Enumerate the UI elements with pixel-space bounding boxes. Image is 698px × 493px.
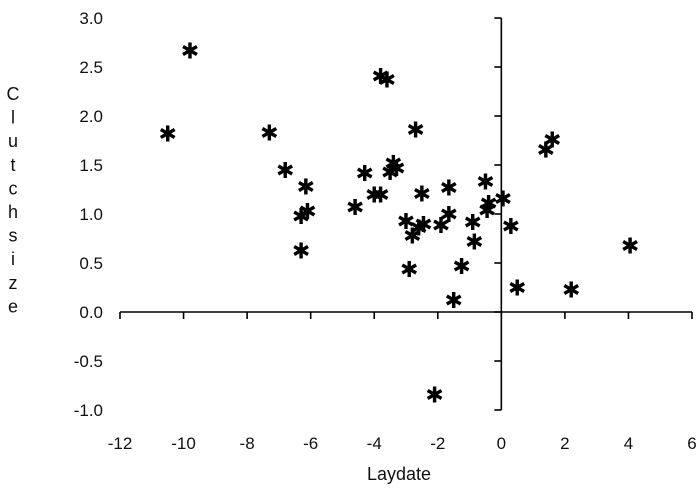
data-point: ✱ [346,196,364,221]
y-tick-label: 2.5 [79,58,103,77]
data-point: ✱ [260,122,278,147]
data-point: ✱ [297,176,315,201]
x-tick-label: -2 [430,434,445,453]
data-point: ✱ [465,230,483,255]
y-tick-label: 1.0 [79,205,103,224]
y-axis-title-letter: l [11,108,15,128]
y-axis-title-letter: C [7,84,20,104]
y-axis-title-letter: c [9,178,18,198]
data-point: ✱ [355,162,373,187]
data-point: ✱ [464,211,482,236]
data-point: ✱ [298,200,316,225]
data-point: ✱ [476,171,494,196]
y-tick-label: 1.5 [79,156,103,175]
data-point: ✱ [494,187,512,212]
data-point: ✱ [381,161,399,186]
data-point: ✱ [440,177,458,202]
data-point: ✱ [413,182,431,207]
data-point: ✱ [440,203,458,228]
data-point: ✱ [452,255,470,280]
data-point: ✱ [502,215,520,240]
data-point: ✱ [292,205,310,230]
data-point: ✱ [425,383,443,408]
y-tick-label: 3.0 [79,9,103,28]
x-axis-title: Laydate [367,464,431,484]
data-point: ✱ [387,157,405,182]
data-point: ✱ [397,210,415,235]
data-point: ✱ [292,239,310,264]
y-axis-title-letter: h [8,202,18,222]
data-point: ✱ [444,289,462,314]
y-tick-label: 2.0 [79,107,103,126]
y-tick-label: -0.5 [74,352,103,371]
y-axis-title-letter: z [9,273,18,293]
data-point: ✱ [414,213,432,238]
data-point: ✱ [371,65,389,90]
data-point: ✱ [562,278,580,303]
y-tick-label: -1.0 [74,401,103,420]
x-tick-label: -10 [171,434,196,453]
x-tick-label: -4 [367,434,382,453]
data-point: ✱ [406,119,424,144]
data-point: ✱ [158,123,176,148]
y-tick-label: 0.0 [79,303,103,322]
y-axis-title-letter: e [8,296,18,316]
data-point: ✱ [384,152,402,177]
y-axis-title-letter: u [8,131,18,151]
data-point: ✱ [276,159,294,184]
y-axis-title-letter: t [10,155,15,175]
y-axis-title-letter: s [9,226,18,246]
data-point: ✱ [378,69,396,94]
data-point: ✱ [508,277,526,302]
data-point: ✱ [478,199,496,224]
data-point: ✱ [621,234,639,259]
data-point: ✱ [181,39,199,64]
y-axis-title-letter: i [11,249,15,269]
x-axis: -12 -10 -8 -6 -4 -2 0 2 4 6 [108,311,697,453]
x-tick-label: -12 [108,434,133,453]
x-tick-label: 0 [497,434,506,453]
data-point: ✱ [400,258,418,283]
data-points: ✱✱✱✱✱✱✱✱ ✱✱✱✱✱✱✱✱✱✱✱✱✱✱✱✱✱✱✱✱✱✱✱✱✱✱✱✱✱✱✱✱… [158,39,639,408]
x-tick-label: 4 [624,434,633,453]
data-point: ✱ [432,214,450,239]
data-point: ✱ [365,183,383,208]
data-point: ✱ [537,138,555,163]
data-point: ✱ [409,217,427,242]
data-point: ✱ [403,225,421,250]
x-tick-label: -6 [303,434,318,453]
x-tick-label: 2 [560,434,569,453]
data-point: ✱ [543,129,561,154]
data-point: ✱ [479,192,497,217]
y-tick-label: 0.5 [79,254,103,273]
data-point: ✱ [371,183,389,208]
y-axis: 3.0 2.5 2.0 1.5 1.0 0.5 0.0 -0.5 -1.0 [74,9,503,420]
x-tick-label: -8 [240,434,255,453]
x-tick-label: 6 [687,434,696,453]
